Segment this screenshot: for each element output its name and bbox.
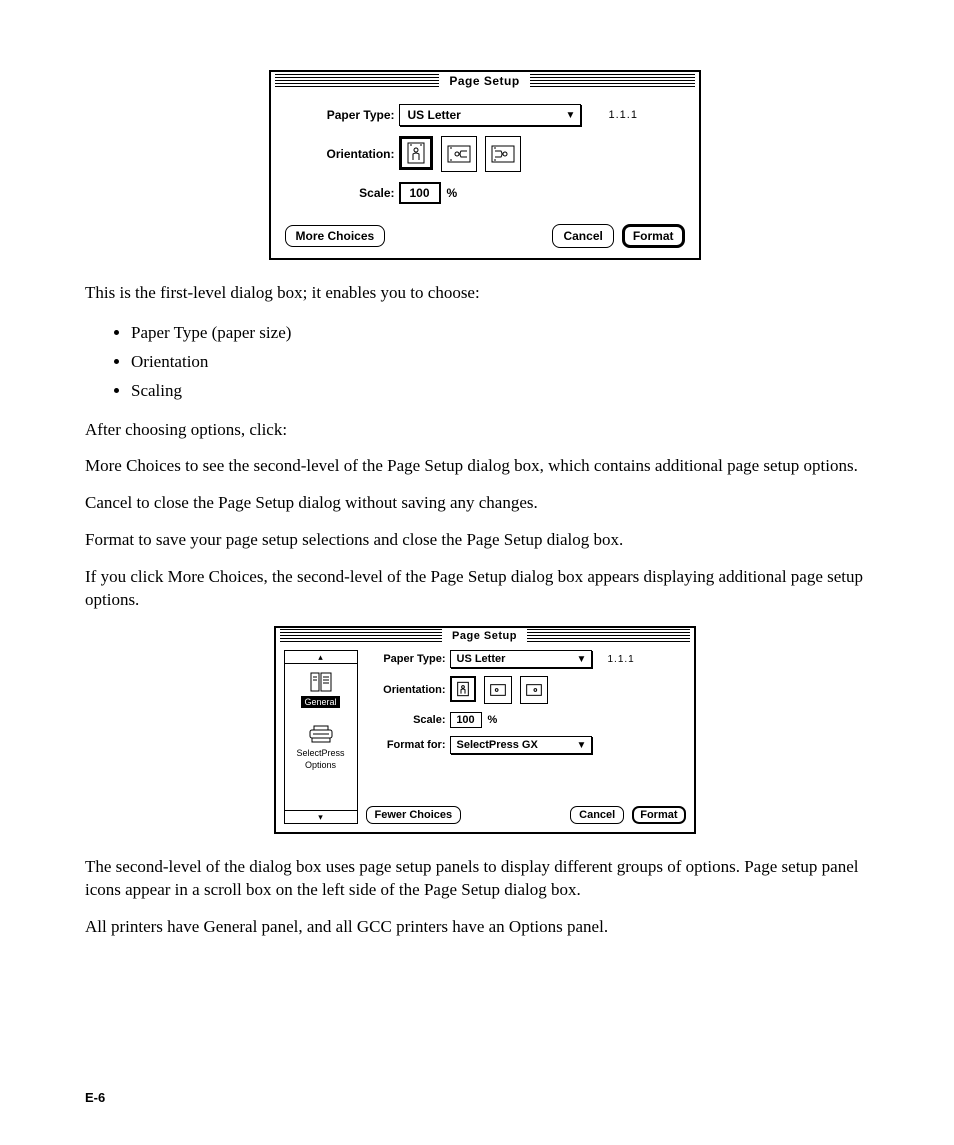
page-number: E-6 [85,1090,105,1105]
scale-label: Scale: [285,186,399,200]
dialog-button-row: More Choices Cancel Format [285,224,685,248]
dialog-button-row: Fewer Choices Cancel Format [366,806,686,824]
document-page: Page Setup Paper Type: US Letter ▼ 1.1.1… [0,0,954,1145]
scale-input[interactable] [399,182,441,204]
dialog-body: Paper Type: US Letter ▼ 1.1.1 Orientatio… [271,90,699,258]
more-choices-button[interactable]: More Choices [285,225,386,247]
page-setup-dialog-figure-1: Page Setup Paper Type: US Letter ▼ 1.1.1… [85,70,884,260]
second-level-paragraph: The second-level of the dialog box uses … [85,856,884,902]
format-button[interactable]: Format [622,224,685,248]
paper-type-dropdown[interactable]: US Letter ▼ [450,650,592,668]
scroll-up-arrow-icon[interactable]: ▴ [285,651,357,664]
titlebar-stripes-right [530,74,695,88]
scale-row: Scale: % [285,182,685,204]
panel-general-item[interactable]: General [301,670,339,708]
general-panel-icon [307,670,335,694]
landscape-right-icon [525,684,543,696]
list-item: Orientation [131,348,884,375]
dropdown-arrow-icon: ▼ [573,740,591,751]
fewer-choices-button[interactable]: Fewer Choices [366,806,462,824]
scrollbox-content: General SelectPress [285,664,357,810]
panel-general-label: General [301,696,339,708]
scale-label: Scale: [366,714,450,726]
paper-type-value: US Letter [451,653,573,665]
more-choices-paragraph: More Choices to see the second-level of … [85,455,884,478]
format-for-row: Format for: SelectPress GX ▼ [366,736,686,754]
if-click-paragraph: If you click More Choices, the second-le… [85,566,884,612]
format-for-value: SelectPress GX [451,739,573,751]
intro-paragraph: This is the first-level dialog box; it e… [85,282,884,305]
scroll-down-arrow-icon[interactable]: ▾ [285,810,357,823]
page-setup-dialog-2: Page Setup ▴ [274,626,696,834]
after-choosing-paragraph: After choosing options, click: [85,419,884,442]
titlebar-stripes-left [280,629,443,643]
orientation-landscape-left-button[interactable] [484,676,512,704]
orientation-row: Orientation: [366,676,686,704]
portrait-icon [457,681,469,697]
titlebar-stripes-left [275,74,440,88]
orientation-label: Orientation: [366,684,450,696]
all-printers-paragraph: All printers have General panel, and all… [85,916,884,939]
paper-type-label: Paper Type: [285,108,399,122]
titlebar-stripes-right [527,629,690,643]
panel-options-label-line1: SelectPress [296,748,344,758]
paper-type-row: Paper Type: US Letter ▼ 1.1.1 [366,650,686,668]
paper-type-label: Paper Type: [366,653,450,665]
paper-type-row: Paper Type: US Letter ▼ 1.1.1 [285,104,685,126]
page-setup-dialog-figure-2: Page Setup ▴ [85,626,884,834]
right-button-group: Cancel Format [570,806,685,824]
orientation-landscape-right-button[interactable] [485,136,521,172]
cancel-button[interactable]: Cancel [552,224,613,248]
dialog-body: ▴ [276,644,694,832]
landscape-left-icon [447,145,471,163]
options-panel-icon [307,722,335,746]
format-button[interactable]: Format [632,806,685,824]
dialog-title: Page Setup [446,630,523,642]
orientation-label: Orientation: [285,147,399,161]
list-item: Paper Type (paper size) [131,319,884,346]
dialog-title: Page Setup [443,74,525,88]
orientation-portrait-button[interactable] [399,136,433,170]
page-setup-dialog-1: Page Setup Paper Type: US Letter ▼ 1.1.1… [269,70,701,260]
landscape-right-icon [491,145,515,163]
scale-row: Scale: % [366,712,686,728]
percent-symbol: % [488,714,498,726]
format-for-dropdown[interactable]: SelectPress GX ▼ [450,736,592,754]
right-button-group: Cancel Format [552,224,684,248]
landscape-left-icon [489,684,507,696]
paper-type-dropdown[interactable]: US Letter ▼ [399,104,581,126]
percent-symbol: % [447,186,458,200]
list-item: Scaling [131,377,884,404]
scale-input[interactable] [450,712,482,728]
format-paragraph: Format to save your page setup selection… [85,529,884,552]
feature-list: Paper Type (paper size) Orientation Scal… [85,319,884,405]
panel-scrollbox: ▴ [284,650,358,824]
dialog-titlebar: Page Setup [271,72,699,90]
dialog-main-panel: Paper Type: US Letter ▼ 1.1.1 Orientatio… [366,650,686,824]
orientation-group [399,136,521,172]
orientation-row: Orientation: [285,136,685,172]
dialog-version: 1.1.1 [608,654,635,665]
paper-type-value: US Letter [400,108,562,122]
cancel-button[interactable]: Cancel [570,806,624,824]
orientation-group [450,676,548,704]
dropdown-arrow-icon: ▼ [573,654,591,665]
panel-options-item[interactable]: SelectPress Options [296,722,344,770]
orientation-landscape-right-button[interactable] [520,676,548,704]
cancel-paragraph: Cancel to close the Page Setup dialog wi… [85,492,884,515]
dropdown-arrow-icon: ▼ [562,110,580,121]
portrait-icon [407,142,425,164]
panel-options-label-line2: Options [305,760,336,770]
orientation-portrait-button[interactable] [450,676,476,702]
orientation-landscape-left-button[interactable] [441,136,477,172]
format-for-label: Format for: [366,739,450,751]
dialog-titlebar: Page Setup [276,628,694,644]
dialog-version: 1.1.1 [609,109,638,121]
